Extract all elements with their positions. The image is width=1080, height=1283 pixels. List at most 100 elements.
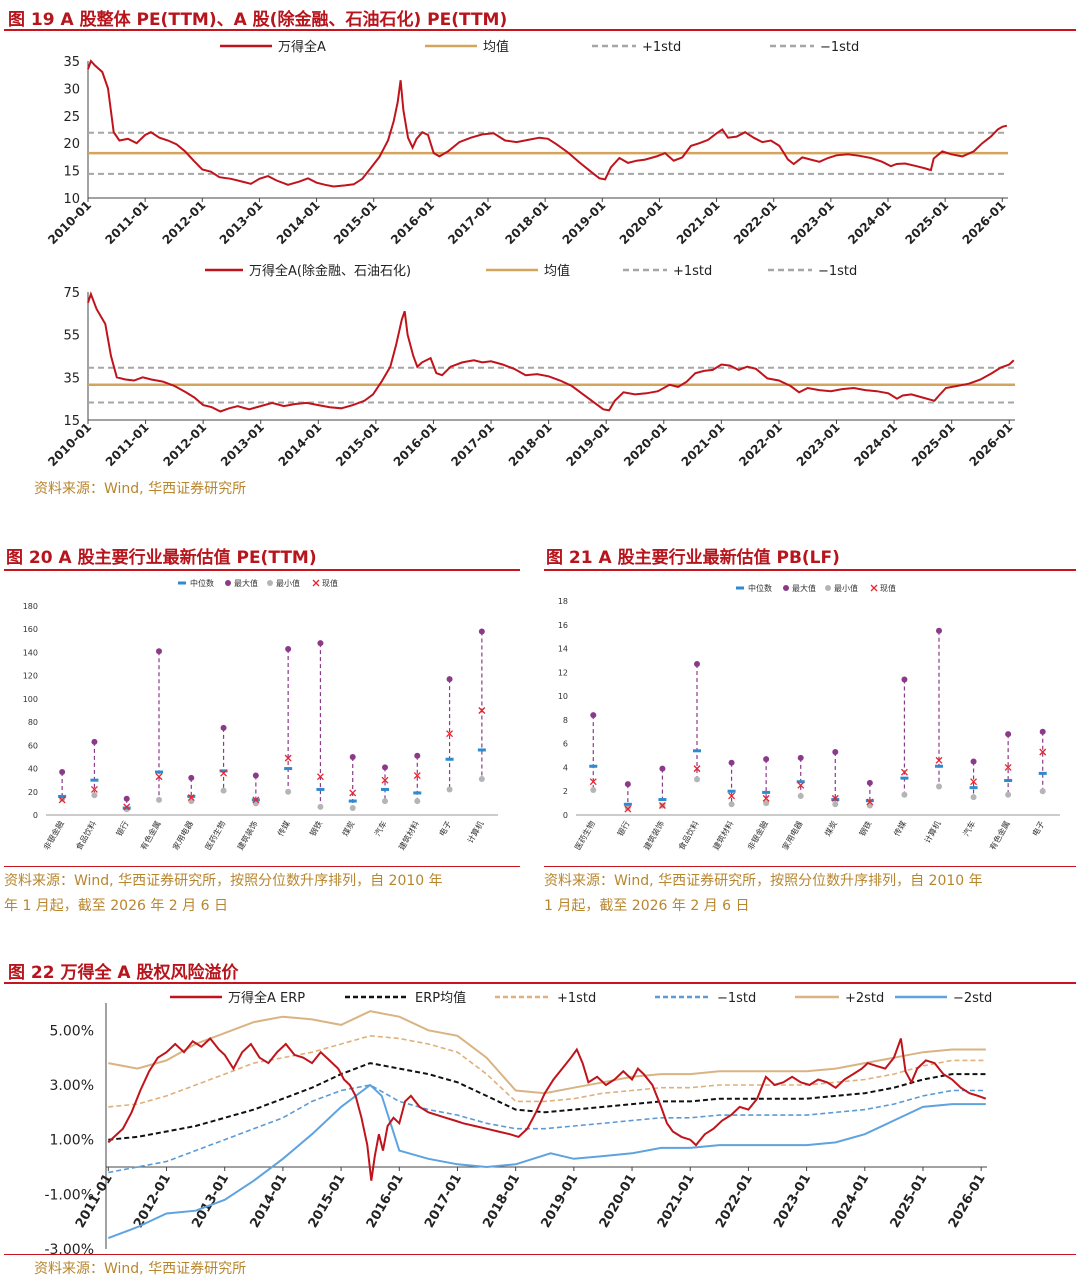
industry-pe-category-label: 家用电器 xyxy=(170,819,195,852)
industry-pe-median-mark xyxy=(413,791,422,795)
legend-label: 万得全A ERP xyxy=(228,990,305,1006)
industry-pe-current-mark xyxy=(220,769,228,777)
industry-pe-category-label: 医药生物 xyxy=(203,819,228,852)
industry-pb-category-label: 汽车 xyxy=(961,819,978,838)
y-tick-label: 15 xyxy=(63,414,80,429)
x-tick-label: 2019-01 xyxy=(563,420,612,469)
x-tick-label: 2013-01 xyxy=(189,1172,232,1231)
industry-pb-median-mark xyxy=(865,799,874,803)
industry-pb-median-mark xyxy=(693,749,701,753)
industry-pe-current-mark xyxy=(316,773,324,781)
industry-pb-median-mark xyxy=(900,776,909,780)
y-tick-label: 10 xyxy=(63,192,80,207)
series-line-ex-fin xyxy=(87,291,1015,413)
industry-pe-category-label: 非银金融 xyxy=(41,819,66,852)
industry-pb-current-mark xyxy=(728,792,736,800)
industry-pb-max-point xyxy=(866,779,873,786)
legend-label: +2std xyxy=(845,991,884,1006)
industry-pe-median-mark xyxy=(477,748,486,752)
x-tick-label: 2018-01 xyxy=(480,1172,523,1231)
figure-19-source: 资料来源：Wind, 华西证券研究所 xyxy=(34,481,247,497)
industry-pb-median-mark xyxy=(935,764,943,768)
figure-22-source: 资料来源：Wind, 华西证券研究所 xyxy=(34,1261,247,1277)
y-tick-label: 35 xyxy=(63,55,80,70)
industry-pe-category-label: 银行 xyxy=(114,819,131,838)
x-tick-label: 2011-01 xyxy=(102,198,151,247)
figure-22-title: 图 22 万得全 A 股权风险溢价 xyxy=(8,963,239,983)
x-tick-label: 2015-01 xyxy=(333,420,382,469)
figure-20-bottom-rule xyxy=(4,866,520,867)
x-tick-label: 2022-01 xyxy=(713,1172,756,1231)
x-tick-label: 2017-01 xyxy=(448,420,497,469)
industry-pe-max-point xyxy=(59,769,66,776)
x-tick-label: 2012-01 xyxy=(160,198,209,247)
industry-pe-max-point xyxy=(349,753,356,760)
x-tick-label: 2026-01 xyxy=(946,1172,989,1231)
x-tick-label: 2025-01 xyxy=(888,1172,931,1231)
x-tick-label: 2020-01 xyxy=(617,198,666,247)
industry-pe-median-mark xyxy=(316,787,325,791)
y-tick-label: 0 xyxy=(563,811,568,820)
y-tick-label: 18 xyxy=(558,597,568,606)
legend-max-swatch xyxy=(783,585,789,591)
industry-pb-current-mark xyxy=(658,802,666,809)
industry-pb-max-point xyxy=(694,661,700,668)
industry-pb-category-label: 建筑装饰 xyxy=(642,819,667,852)
x-tick-label: 2012-01 xyxy=(160,420,209,469)
industry-pe-current-mark xyxy=(446,730,454,738)
industry-pb-current-mark xyxy=(831,794,839,802)
industry-pb-median-mark xyxy=(831,798,840,802)
legend-label: +1std xyxy=(642,40,681,55)
x-tick-label: 2024-01 xyxy=(829,1172,872,1231)
y-tick-label: 15 xyxy=(63,165,80,180)
x-tick-label: 2026-01 xyxy=(967,420,1016,469)
legend-max-swatch xyxy=(225,580,231,586)
industry-pe-max-point xyxy=(446,676,453,683)
legend-current-swatch xyxy=(870,584,878,592)
x-tick-label: 2015-01 xyxy=(331,198,380,247)
industry-pb-current-mark xyxy=(900,768,908,776)
industry-pe-min-point xyxy=(414,798,421,805)
legend-min-swatch xyxy=(267,580,273,586)
x-tick-label: 2019-01 xyxy=(560,198,609,247)
x-tick-label: 2026-01 xyxy=(960,198,1009,247)
legend-label: +1std xyxy=(673,264,712,279)
industry-pe-category-label: 食品饮料 xyxy=(74,819,99,852)
y-tick-label: 2 xyxy=(563,787,568,796)
legend-label: 万得全A xyxy=(278,39,326,55)
industry-pe-median-mark xyxy=(155,770,163,774)
legend-label: 均值 xyxy=(544,263,570,279)
industry-pb-min-point xyxy=(832,801,839,808)
x-tick-label: 2017-01 xyxy=(445,198,494,247)
x-tick-label: 2011-01 xyxy=(103,420,152,469)
industry-pb-max-point xyxy=(763,756,770,763)
industry-pb-median-mark xyxy=(1038,771,1047,775)
x-tick-label: 2024-01 xyxy=(851,420,900,469)
industry-pb-min-point xyxy=(728,801,735,808)
figure-20-title: 图 20 A 股主要行业最新估值 PE(TTM) xyxy=(6,548,317,568)
legend-current-swatch xyxy=(312,579,320,587)
figure-22-rule xyxy=(4,982,1076,984)
industry-pb-current-mark xyxy=(1039,748,1047,756)
industry-pb-min-point xyxy=(763,800,770,807)
industry-pe-max-point xyxy=(156,648,162,655)
industry-pb-min-point xyxy=(970,794,977,801)
x-tick-label: 2020-01 xyxy=(621,420,670,469)
y-tick-label: 3.00% xyxy=(50,1078,94,1094)
x-tick-label: 2013-01 xyxy=(217,198,266,247)
industry-pb-category-label: 电子 xyxy=(1030,819,1047,838)
industry-pe-max-point xyxy=(123,795,130,802)
industry-pe-category-label: 计算机 xyxy=(465,819,486,845)
industry-pb-category-label: 医药生物 xyxy=(572,819,597,852)
industry-pe-max-point xyxy=(91,738,98,745)
industry-pb-current-mark xyxy=(797,781,805,789)
figure-21-title: 图 21 A 股主要行业最新估值 PB(LF) xyxy=(546,548,840,568)
industry-pe-median-mark xyxy=(90,778,99,782)
erp-minus-1std-line xyxy=(108,1084,986,1174)
industry-pb-min-point xyxy=(590,787,597,794)
industry-pb-max-point xyxy=(797,754,804,761)
industry-pb-category-label: 计算机 xyxy=(922,819,943,845)
industry-pe-max-point xyxy=(414,752,421,759)
industry-pb-current-mark xyxy=(693,765,701,773)
